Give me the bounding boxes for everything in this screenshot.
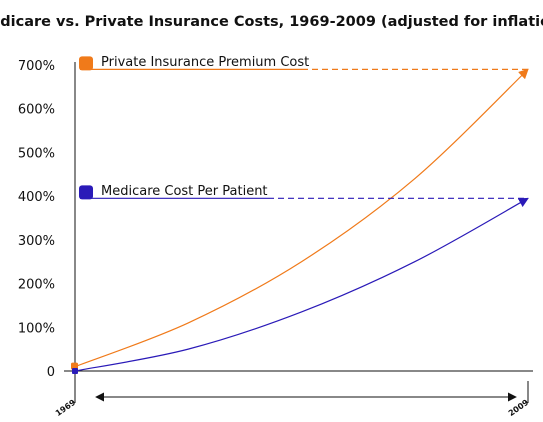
medicare-start-marker [72, 368, 78, 374]
private-start-marker [71, 362, 78, 370]
y-tick-label: 100% [18, 321, 55, 336]
chart-title: Medicare vs. Private Insurance Costs, 19… [0, 14, 543, 30]
legend-swatch-0 [79, 56, 93, 71]
legend-swatch-1 [79, 185, 93, 200]
y-tick-label: 700% [18, 59, 55, 74]
legend: Private Insurance Premium Cost Medicare C… [79, 55, 528, 200]
legend-label-1: Medicare Cost Per Patient [101, 184, 268, 199]
legend-item-0: Private Insurance Premium Cost [79, 55, 528, 71]
y-tick-label: 500% [18, 146, 55, 161]
axes [64, 62, 533, 403]
y-axis-ticks: 0 100% 200% 300% 400% 500% 600% 700% [18, 59, 55, 380]
y-tick-label: 400% [18, 190, 55, 205]
x-tick-label: 1969 [54, 398, 78, 418]
y-tick-label: 600% [18, 103, 55, 118]
series [71, 68, 529, 374]
legend-item-1: Medicare Cost Per Patient [79, 184, 528, 200]
y-tick-label: 300% [18, 234, 55, 249]
y-tick-label: 200% [18, 278, 55, 293]
legend-label-0: Private Insurance Premium Cost [101, 55, 309, 70]
series-line-0 [74, 68, 529, 368]
x-axis-ticks: 1969 2009 [54, 398, 531, 418]
y-tick-label: 0 [47, 365, 55, 380]
series-line-1 [74, 197, 529, 372]
x-tick-label: 2009 [507, 398, 531, 418]
